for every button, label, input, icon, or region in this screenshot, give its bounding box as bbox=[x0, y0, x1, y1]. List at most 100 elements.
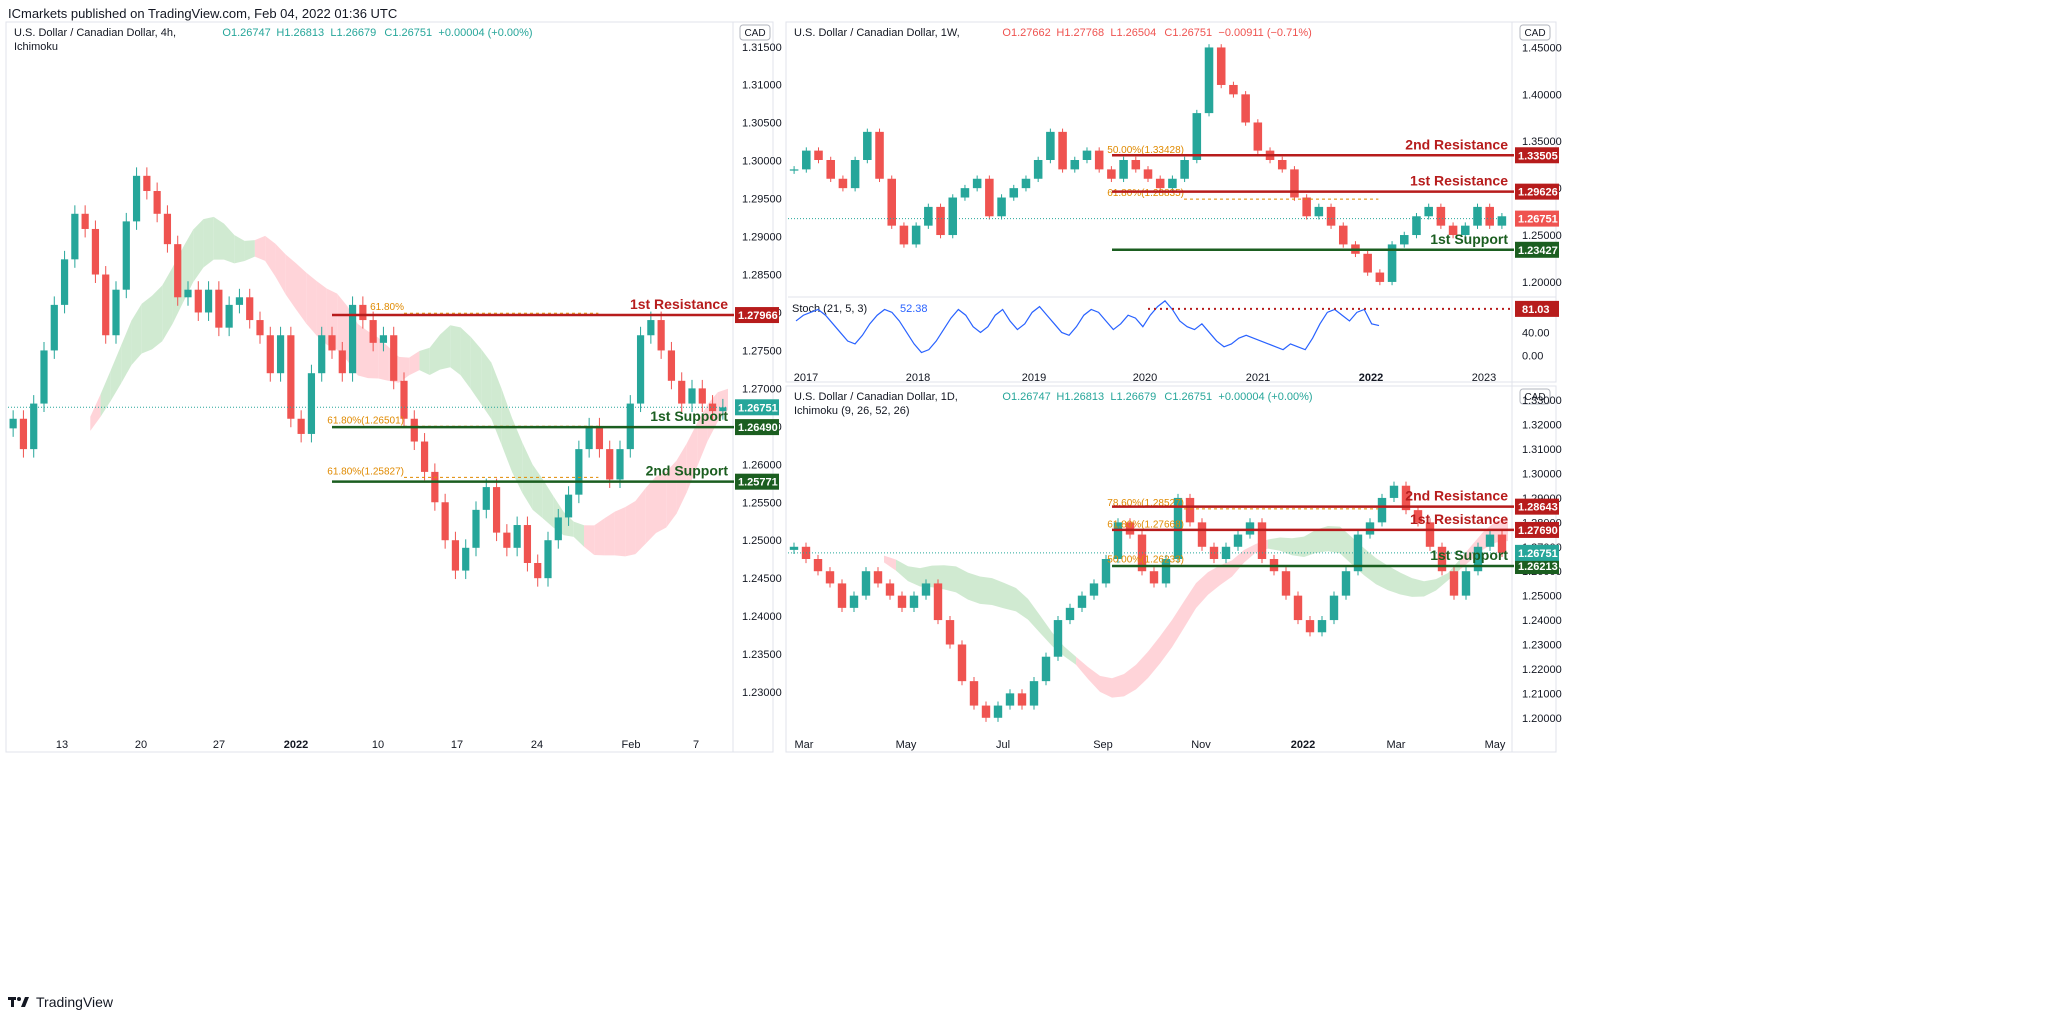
ichimoku-cloud-segment bbox=[532, 464, 543, 519]
y-tick-label: 1.28500 bbox=[742, 270, 782, 282]
panel-frame-4h bbox=[5, 21, 774, 753]
ichimoku-cloud-segment bbox=[604, 511, 615, 556]
currency-tag bbox=[1519, 388, 1551, 405]
ichimoku-cloud-segment bbox=[1376, 558, 1388, 591]
candle-body bbox=[1375, 272, 1385, 282]
level-price-tag bbox=[1515, 147, 1559, 164]
fib-label: 61.80% bbox=[370, 302, 404, 313]
candle-body bbox=[1185, 497, 1195, 523]
candle-body bbox=[1485, 206, 1494, 226]
candle-body bbox=[924, 206, 933, 226]
candle-body bbox=[1009, 188, 1019, 198]
candle-body bbox=[153, 191, 161, 214]
ichimoku-cloud-segment bbox=[896, 559, 908, 582]
candle-body bbox=[921, 583, 931, 596]
fib-label: 61.80%(1.27668) bbox=[1107, 519, 1184, 530]
candle-body bbox=[897, 595, 907, 608]
candle-body bbox=[1197, 522, 1207, 547]
candle-body bbox=[1365, 522, 1375, 535]
y-tick-label: 1.20000 bbox=[1522, 277, 1562, 289]
level-price-tag bbox=[1515, 558, 1559, 575]
candle-body bbox=[993, 705, 1003, 718]
ichimoku-cloud-segment bbox=[1388, 565, 1400, 595]
ichimoku-cloud-segment bbox=[584, 525, 595, 556]
candle-body bbox=[1293, 595, 1303, 621]
chart-usdcad-1d[interactable]: U.S. Dollar / Canadian Dollar, 1D, O1.267… bbox=[788, 388, 1562, 751]
level-label-resistance: 1st Resistance bbox=[630, 296, 728, 312]
x-tick-label: Feb bbox=[622, 739, 641, 751]
ichimoku-cloud-segment bbox=[1412, 578, 1424, 597]
candle-body bbox=[1497, 216, 1507, 226]
candle-body bbox=[1173, 497, 1183, 559]
fib-label: 61.80%(1.28835) bbox=[1107, 188, 1184, 199]
ichimoku-cloud-segment bbox=[481, 349, 492, 420]
level-label-support: 1st Support bbox=[1430, 231, 1508, 247]
stoch-level-tag bbox=[1515, 300, 1559, 317]
candle-body bbox=[1168, 178, 1177, 189]
y-tick-label: 1.33000 bbox=[1522, 395, 1562, 407]
stoch-y-tick: 0.00 bbox=[1522, 350, 1543, 362]
ichimoku-cloud-segment bbox=[1040, 615, 1052, 646]
ichimoku-cloud-segment bbox=[1196, 572, 1208, 609]
level-price-tag bbox=[1515, 241, 1559, 258]
y-tick-label: 1.31500 bbox=[742, 42, 782, 54]
ichimoku-cloud-segment bbox=[1208, 565, 1220, 595]
candle-body bbox=[256, 320, 264, 336]
ichimoku-cloud-segment bbox=[1436, 572, 1448, 591]
candle-body bbox=[719, 407, 727, 412]
candle-body bbox=[1436, 206, 1446, 226]
x-tick-label: Nov bbox=[1191, 739, 1211, 751]
candle-body bbox=[451, 540, 460, 571]
y-tick-label: 1.31000 bbox=[1522, 444, 1562, 456]
chart-title: U.S. Dollar / Canadian Dollar, 4h, bbox=[14, 27, 176, 39]
x-tick-label: Mar bbox=[795, 739, 814, 751]
candle-body bbox=[1257, 522, 1267, 559]
candle-body bbox=[19, 418, 28, 450]
candle-body bbox=[112, 289, 120, 336]
candle-body bbox=[957, 644, 967, 682]
ichimoku-cloud-segment bbox=[1460, 545, 1472, 570]
y-tick-label: 1.25000 bbox=[1522, 230, 1562, 242]
level-label-resistance: 2nd Resistance bbox=[1405, 488, 1508, 504]
candle-body bbox=[9, 418, 17, 429]
ichimoku-cloud-segment bbox=[594, 518, 605, 556]
level-price-label: 1.28643 bbox=[1518, 502, 1558, 514]
ichimoku-cloud-segment bbox=[326, 288, 338, 350]
y-tick-label: 1.27000 bbox=[742, 383, 782, 395]
chart-usdcad-4h[interactable]: U.S. Dollar / Canadian Dollar, 4h, O1.267… bbox=[8, 24, 782, 751]
candle-body bbox=[1329, 595, 1339, 621]
level-price-label: 1.23427 bbox=[1518, 245, 1558, 257]
ichimoku-cloud-segment bbox=[1100, 675, 1112, 698]
ohlc-c: C1.26751 bbox=[384, 27, 432, 39]
ichimoku-cloud-segment bbox=[1076, 656, 1088, 680]
candle-body bbox=[1281, 571, 1291, 596]
chart-stoch: Stoch (21, 5, 3) 52.38 40.00 0.00 81.03 bbox=[792, 300, 1559, 362]
ichimoku-cloud-segment bbox=[244, 240, 255, 261]
ichimoku-cloud-segment bbox=[265, 235, 276, 277]
indicator-label: Ichimoku bbox=[14, 41, 58, 53]
x-tick-label: 2022 bbox=[1291, 739, 1315, 751]
candle-body bbox=[1005, 693, 1015, 706]
ohlc-l: L1.26679 bbox=[330, 27, 376, 39]
candle-body bbox=[215, 289, 223, 328]
y-tick-label: 1.30000 bbox=[742, 156, 782, 168]
chart-usdcad-1w[interactable]: U.S. Dollar / Canadian Dollar, 1W, O1.276… bbox=[788, 24, 1562, 384]
candle-body bbox=[1101, 559, 1111, 584]
x-tick-label: 10 bbox=[372, 739, 384, 751]
ichimoku-cloud-segment bbox=[285, 254, 296, 310]
tradingview-brand[interactable]: TradingView bbox=[8, 994, 113, 1010]
candle-body bbox=[1131, 160, 1141, 170]
candle-body bbox=[143, 175, 151, 192]
ichimoku-cloud-segment bbox=[1424, 579, 1436, 597]
x-tick-label: 2021 bbox=[1246, 372, 1270, 384]
candle-body bbox=[1387, 244, 1397, 282]
ichimoku-cloud-segment bbox=[980, 576, 992, 605]
candle-body bbox=[400, 380, 408, 419]
ohlc-chg: +0.00004 (+0.00%) bbox=[438, 27, 532, 39]
candle-body bbox=[1245, 522, 1255, 535]
candle-body bbox=[1094, 150, 1104, 170]
ichimoku-cloud-segment bbox=[1400, 572, 1412, 597]
candle-body bbox=[972, 178, 982, 189]
